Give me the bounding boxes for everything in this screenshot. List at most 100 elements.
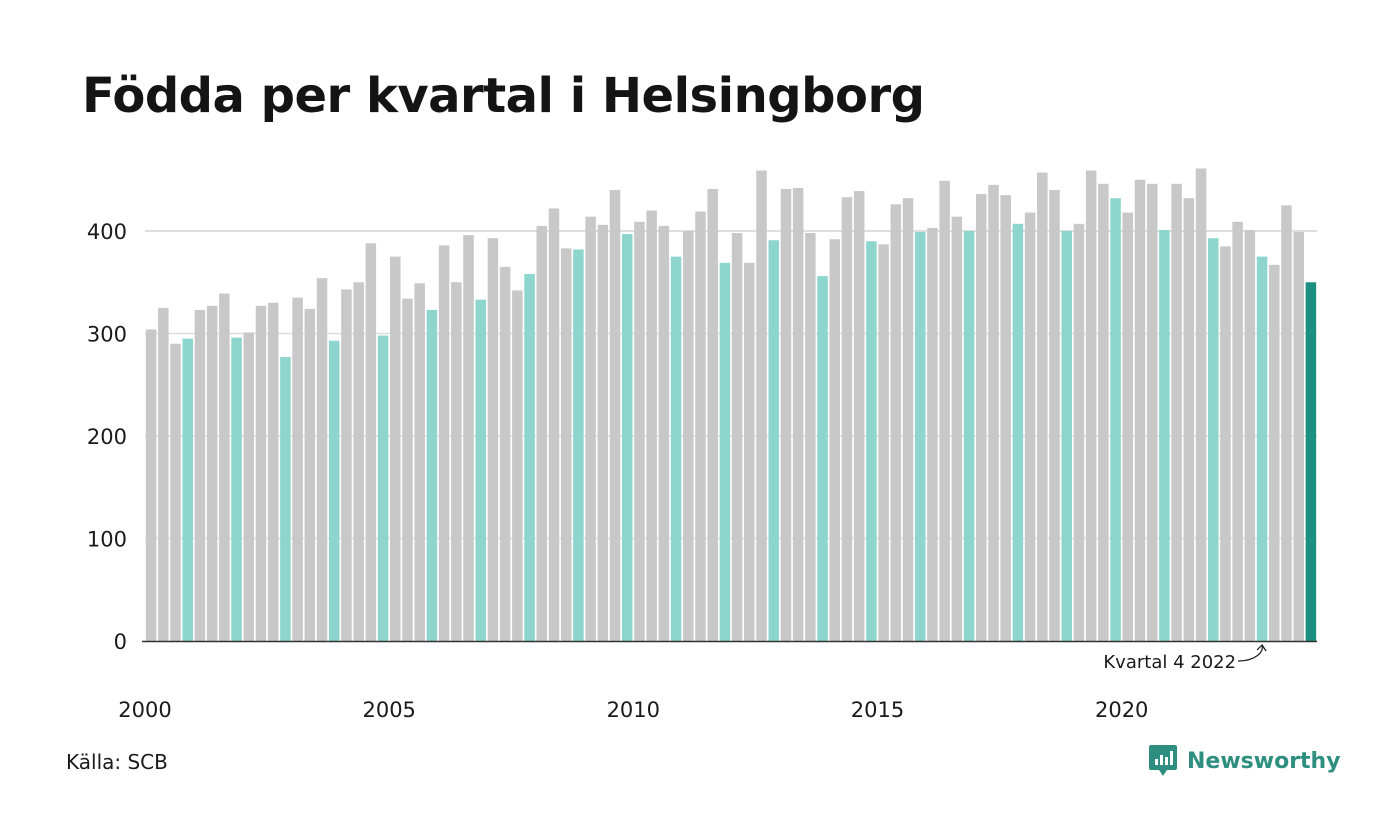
bar	[1220, 246, 1231, 641]
bar	[328, 340, 340, 641]
bar	[1244, 229, 1256, 642]
annotation-arrow	[1238, 644, 1267, 662]
bar	[866, 241, 877, 641]
y-tick-label: 0	[114, 630, 127, 654]
brand-name: Newsworthy	[1187, 748, 1341, 774]
bar	[670, 256, 682, 641]
bar	[1134, 179, 1146, 641]
bar	[805, 233, 816, 642]
bar	[304, 308, 316, 641]
bar	[1159, 229, 1170, 642]
bar	[1122, 212, 1134, 642]
x-tick-label: 2015	[851, 698, 904, 722]
bar	[499, 266, 511, 641]
bar	[1232, 221, 1243, 641]
bar	[194, 309, 206, 641]
x-tick-label: 2000	[118, 698, 171, 722]
bar	[231, 337, 242, 641]
bar	[1183, 198, 1195, 641]
bar	[817, 276, 828, 641]
bar	[280, 357, 291, 641]
bar	[1024, 212, 1036, 642]
bar	[573, 249, 584, 641]
bar	[145, 329, 157, 641]
bar	[1146, 183, 1158, 641]
bar	[951, 216, 963, 641]
bar	[267, 302, 279, 641]
bar	[634, 221, 645, 641]
bar	[206, 305, 218, 641]
bar	[219, 293, 230, 641]
bar	[316, 278, 328, 641]
brand-logo[interactable]: Newsworthy	[1148, 744, 1341, 778]
bar	[646, 210, 657, 641]
bar	[731, 233, 743, 642]
y-tick-label: 400	[87, 220, 127, 244]
bar	[780, 188, 792, 642]
bar	[1195, 168, 1207, 642]
bar	[792, 187, 804, 641]
bar	[939, 180, 950, 641]
bar	[1049, 190, 1060, 641]
annotation-label: Kvartal 4 2022	[1103, 652, 1236, 673]
bar	[1305, 282, 1317, 641]
bar	[1061, 231, 1072, 641]
bar	[438, 245, 450, 641]
bar	[524, 274, 535, 641]
y-tick-label: 100	[87, 528, 127, 552]
bar	[976, 194, 987, 641]
bar	[402, 298, 413, 641]
bar	[707, 188, 718, 642]
bar	[475, 299, 486, 641]
bar	[744, 262, 755, 641]
bar	[1281, 205, 1292, 641]
chart-title: Födda per kvartal i Helsingborg	[82, 68, 925, 124]
bar	[182, 338, 193, 642]
bar	[451, 282, 462, 641]
bar	[463, 235, 474, 641]
bar	[914, 232, 926, 641]
x-tick-label: 2020	[1095, 698, 1148, 722]
bar	[390, 256, 401, 641]
bar	[1171, 183, 1182, 641]
bar	[536, 225, 548, 641]
bar	[170, 343, 181, 641]
bar	[621, 234, 633, 641]
bar	[609, 190, 621, 641]
bar-chart: 0 100 200 300 400 2000 2005 2010 2015 2020 Kvart…	[87, 168, 1317, 722]
bar	[927, 227, 938, 641]
x-tick-label: 2005	[362, 698, 415, 722]
bar	[585, 216, 596, 641]
bar	[292, 297, 303, 641]
bar	[597, 224, 609, 641]
bar	[658, 225, 670, 641]
bar	[158, 307, 169, 641]
bar	[1098, 183, 1109, 641]
x-axis-ticks: 2000 2005 2010 2015 2020	[118, 698, 1148, 722]
bar	[1256, 256, 1268, 641]
bars	[145, 168, 1317, 642]
bar	[719, 262, 731, 641]
bar	[853, 191, 865, 641]
bar	[353, 282, 364, 641]
y-tick-label: 200	[87, 425, 127, 449]
bar	[878, 244, 889, 641]
bar	[695, 211, 706, 641]
bar	[426, 309, 438, 641]
bar	[1110, 198, 1121, 641]
annotation: Kvartal 4 2022	[1103, 644, 1267, 673]
bar	[1293, 232, 1304, 641]
bar	[988, 184, 999, 641]
bar	[341, 289, 352, 641]
bar	[768, 240, 779, 642]
bar	[414, 283, 425, 641]
bar	[890, 204, 902, 641]
bar	[963, 231, 975, 641]
bar	[548, 208, 560, 641]
bar	[829, 239, 841, 641]
bar	[560, 248, 572, 641]
source-label: Källa: SCB	[66, 750, 168, 774]
bar	[487, 238, 499, 641]
bar	[1207, 238, 1219, 641]
bar	[1012, 223, 1024, 641]
